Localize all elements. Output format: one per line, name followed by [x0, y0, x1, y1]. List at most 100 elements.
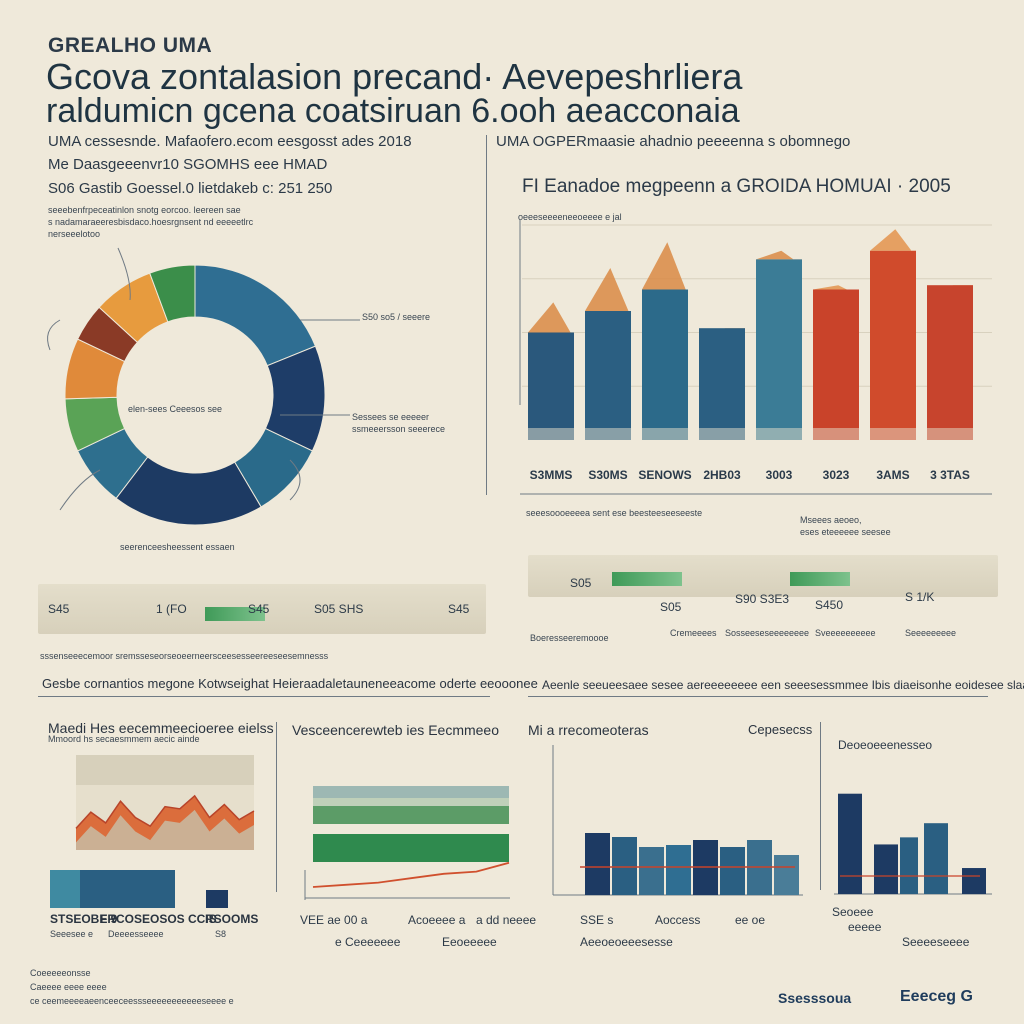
cluster-bar [720, 847, 745, 895]
p1-note-3: S8 [215, 929, 227, 939]
bar-tick-label: 3 3TAS [930, 468, 970, 482]
bar [699, 328, 745, 440]
area-line [75, 794, 255, 829]
cluster-bar [666, 845, 691, 895]
bar-base [870, 428, 916, 440]
p3-label-1: SSE s [580, 913, 614, 927]
p2-label-5: Eeoeeeee [442, 935, 497, 949]
bar-base [699, 428, 745, 440]
middle-caption-left: Gesbe cornantios megone Kotwseighat Heie… [42, 676, 538, 691]
donut-label-mid-right-b: ssmeeersson seeerece [352, 424, 446, 434]
right-band-label-3: S90 S3E3 [735, 592, 790, 606]
p1-note-2: Deeeesseeee [108, 929, 164, 939]
right-band-highlight-2 [790, 572, 850, 586]
bar-base [642, 428, 688, 440]
bar-tick-label: S30MS [588, 468, 627, 482]
left-heading-1: UMA cessesnde. Mafaofero.ecom eesgosst a… [48, 133, 412, 150]
right-band-note-1: Boeresseeremoooe [530, 633, 609, 643]
bar [870, 250, 916, 440]
footer-note-3: ce ceemeeeeaeenceeceessseeeeeeeeeeeseeee… [30, 996, 234, 1006]
bar [642, 289, 688, 440]
cluster-bar-chart [552, 745, 803, 896]
p4-bar [874, 844, 898, 894]
p4-label-2: eeeee [848, 920, 882, 934]
bar-tick-label: S3MMS [530, 468, 573, 482]
page-title-line2: raldumicn gcena coatsiruan 6.ooh aeaccon… [46, 92, 740, 130]
bar-tick-label: 3003 [766, 468, 793, 482]
bar-peak [813, 285, 859, 296]
p4-bar [900, 837, 918, 894]
bar-tick-label: SENOWS [638, 468, 691, 482]
cluster-bar [612, 837, 637, 895]
donut-label-upper-right: S50 so5 / seeere [362, 312, 431, 322]
bar-base [813, 428, 859, 440]
p1-note: Mmoord hs secaesmmem aecic ainde [48, 734, 200, 744]
bar-peak [756, 250, 802, 266]
p3-label-2: Aoccess [655, 913, 701, 927]
left-band-label-2: 1 (FO [156, 602, 187, 616]
left-band-label-3: S45 [248, 602, 270, 616]
p4-heading: Cepesecss [748, 722, 813, 737]
p2-label-2: Acoeeee a [408, 913, 466, 927]
donut-slice [149, 264, 196, 323]
p1-note-1: Seeesee e [50, 929, 94, 939]
bar-peak [870, 229, 916, 257]
p2-label-4: e Ceeeeeee [335, 935, 401, 949]
bar [756, 259, 802, 440]
right-band-label-2: S05 [660, 600, 682, 614]
cluster-bar [639, 847, 664, 895]
page-title-line1: Gcova zontalasion precand· Aevepeshrlier… [46, 56, 743, 97]
bar-legend-note: oeeeseeeeneeoeeee e jal [518, 212, 622, 222]
left-band-highlight [205, 607, 265, 621]
p4-label-1: Seoeee [832, 905, 874, 919]
cluster-bar [585, 833, 610, 895]
left-band-note: sssenseeecemoor sremsseseorseoeerneersce… [40, 651, 329, 661]
area-chart [50, 755, 255, 908]
bar-chart-title: FI Eanadoe megpeenn a GROIDA HOMUAI · 20… [522, 176, 951, 197]
bar-base [927, 428, 973, 440]
p2-label-1: VEE ae 00 a [300, 913, 368, 927]
right-band-highlight-1 [612, 572, 682, 586]
bar-tick-label: 3023 [823, 468, 850, 482]
header-kicker: GREALHO UMA [48, 34, 213, 57]
bar-foot-note-3: eses eteeeeee seesee [800, 527, 891, 537]
donut-label-mid-right-a: Sessees se eeeeer [352, 412, 430, 422]
p3-label-4: Aeeoeoeeesesse [580, 935, 673, 949]
bar [813, 289, 859, 440]
line-chart [304, 786, 510, 900]
p1-label-1: STSEOBE 9 [50, 912, 118, 926]
right-band-label-4: S450 [815, 598, 844, 612]
p4-bar [838, 793, 862, 894]
main-bar-chart: S3MMS S30MS SENOWS 2HB03 3003 3023 3AMS 3 3TAS [519, 220, 992, 495]
bottom-divider-2 [820, 722, 821, 890]
footer-note-2: Caeeee eeee eeee [30, 982, 107, 992]
bottom-divider-1 [276, 722, 277, 892]
bar [585, 311, 631, 440]
bar [528, 332, 574, 440]
bar-tick-label: 3AMS [876, 468, 909, 482]
right-band-note-2: Cremeeees [670, 628, 717, 638]
right-heading: UMA OGPERmaasie ahadnio peeeenna s obomn… [496, 133, 851, 150]
bar-base [756, 428, 802, 440]
p4-bar-chart [834, 793, 992, 895]
p4-bar [962, 868, 986, 894]
panel-divider [486, 135, 487, 495]
area-fill-secondary [76, 809, 254, 850]
middle-rule-right [528, 696, 988, 697]
bar-base [585, 428, 631, 440]
right-band-label-1: S05 [570, 576, 592, 590]
middle-caption-right: Aeenle seeueesaee sesee aereeeeeeee een … [542, 678, 1024, 692]
footer-brand-2: Eeeceg G [900, 988, 973, 1005]
left-note-3: nerseeelotoo [48, 229, 101, 239]
bar-base [528, 428, 574, 440]
p1-heading: Maedi Hes eecemmeecioeree eielss [48, 720, 274, 736]
right-band [528, 555, 998, 597]
left-band-label-5: S45 [448, 602, 470, 616]
middle-rule-left [38, 696, 490, 697]
left-band-label-4: S05 SHS [314, 602, 364, 616]
p3-label-3: ee oe [735, 913, 766, 927]
left-band-label-1: S45 [48, 602, 70, 616]
left-note-1: seeebenfrpeceatinlon snotg eorcoo. leere… [48, 205, 241, 215]
footer-note-1: Coeeeeeonsse [30, 968, 91, 978]
bar-foot-note-2: Mseees aeoeo, [800, 515, 862, 525]
